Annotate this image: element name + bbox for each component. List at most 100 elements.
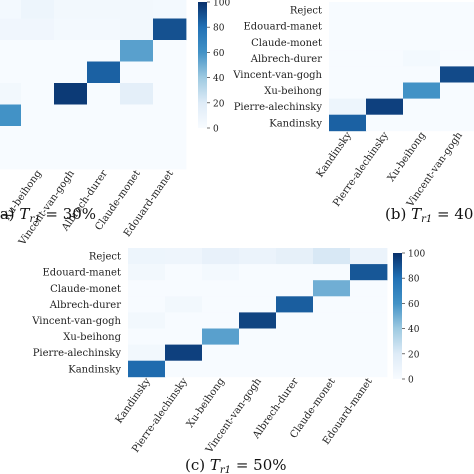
heatmap-cell-Vincent-van-gogh-Vincent-van-gogh bbox=[54, 61, 88, 84]
heatmap-cell-Edouard-manet-Kandinsky bbox=[128, 264, 166, 281]
heatmap-cell-Albrech-durer-Vincent-van-gogh bbox=[440, 50, 474, 67]
colorbar bbox=[393, 253, 402, 379]
heatmap-cell-Edouard-manet-Vincent-van-gogh bbox=[54, 0, 88, 19]
colorbar-tick-label: 20 bbox=[408, 350, 420, 360]
colorbar-tick-label: 100 bbox=[408, 250, 425, 260]
heatmap-cell-Pierre-alechinsky-Pierre-alechinsky bbox=[366, 98, 404, 116]
heatmap-cell-Reject-Albrech-durer bbox=[276, 248, 314, 265]
heatmap-cell-Pierre-alechinsky-Kandinsky bbox=[329, 98, 367, 116]
heatmap-cell-r5-Claude-monet bbox=[120, 104, 154, 127]
heatmap-cell-Pierre-alechinsky-Claude-monet bbox=[313, 344, 351, 362]
colorbar-tick-label: 100 bbox=[213, 0, 230, 9]
row-label: Reject bbox=[89, 252, 121, 263]
heatmap-cell-Albrech-durer-Edouard-manet bbox=[153, 40, 187, 62]
heatmap-cell-Albrech-durer-Vincent-van-gogh bbox=[54, 40, 88, 62]
heatmap-cell-Albrech-durer-Pierre-alechinsky bbox=[366, 50, 404, 67]
heatmap-cell-Albrech-durer-Albrech-durer bbox=[87, 40, 121, 62]
row-label: Vincent-van-gogh bbox=[31, 316, 121, 327]
heatmap-cell-Albrech-durer-Vincent-van-gogh bbox=[239, 296, 277, 313]
heatmap-cell-Kandinsky-Vincent-van-gogh bbox=[239, 360, 277, 378]
heatmap-cell-Vincent-van-gogh-Albrech-durer bbox=[87, 61, 121, 84]
heatmap-cell-Kandinsky-Pierre-alechinsky bbox=[366, 114, 404, 132]
colorbar-tick-label: 0 bbox=[213, 125, 219, 135]
heatmap-cell-Xu-beihong-Pierre-alechinsky bbox=[366, 82, 404, 99]
heatmap-cell-Claude-monet-Albrech-durer bbox=[276, 280, 314, 297]
heatmap-cell-Reject-Vincent-van-gogh bbox=[239, 248, 277, 265]
heatmap-cell-Edouard-manet-c0 bbox=[0, 0, 22, 19]
heatmap-cell-Reject-Xu-beihong bbox=[403, 2, 441, 19]
panel-caption: (b) Tr1 = 40 bbox=[385, 205, 473, 225]
heatmap-cell-Claude-monet-Edouard-manet bbox=[350, 280, 388, 297]
heatmap-cell-Xu-beihong-Edouard-manet bbox=[153, 83, 187, 105]
colorbar-tick-label: 80 bbox=[213, 24, 225, 34]
heatmap-cell-Edouard-manet-Albrech-durer bbox=[87, 0, 121, 19]
heatmap-cell-Albrech-durer-Claude-monet bbox=[313, 296, 351, 313]
heatmap-cell-Reject-Pierre-alechinsky bbox=[165, 248, 203, 265]
heatmap-cell-Reject-Xu-beihong bbox=[202, 248, 240, 265]
heatmap-cell-Claude-monet-Pierre-alechinsky bbox=[165, 280, 203, 297]
heatmap-cell-Reject-Pierre-alechinsky bbox=[366, 2, 404, 19]
heatmap-cell-Vincent-van-gogh-Claude-monet bbox=[313, 312, 351, 329]
heatmap-cell-Vincent-van-gogh-Edouard-manet bbox=[153, 61, 187, 84]
heatmap-cell-Pierre-alechinsky-Xu-beihong bbox=[403, 98, 441, 116]
heatmap-cell-Xu-beihong-Kandinsky bbox=[329, 82, 367, 99]
colorbar-tick-label: 40 bbox=[408, 325, 420, 335]
heatmap-cell-Xu-beihong-Edouard-manet bbox=[350, 328, 388, 345]
heatmap-cell-r6-Vincent-van-gogh bbox=[54, 126, 88, 148]
heatmap-cell-Claude-monet-Edouard-manet bbox=[153, 18, 187, 41]
heatmap-cell-Kandinsky-Pierre-alechinsky bbox=[165, 360, 203, 378]
heatmap-cell-Pierre-alechinsky-Vincent-van-gogh bbox=[440, 98, 474, 116]
heatmap-cell-r6-c0 bbox=[0, 126, 22, 148]
colorbar-tick-label: 40 bbox=[213, 74, 225, 84]
heatmap-cell-Xu-beihong-Vincent-van-gogh bbox=[54, 83, 88, 105]
heatmap-cell-Xu-beihong-Claude-monet bbox=[313, 328, 351, 345]
heatmap-cell-Edouard-manet-Vincent-van-gogh bbox=[239, 264, 277, 281]
row-label: Vincent-van-gogh bbox=[232, 70, 322, 81]
heatmap-cell-Edouard-manet-Xu-beihong bbox=[21, 0, 55, 19]
heatmap-cell-Vincent-van-gogh-Xu-beihong bbox=[21, 61, 55, 84]
row-label: Claude-monet bbox=[50, 284, 121, 295]
heatmap-cell-Kandinsky-Xu-beihong bbox=[403, 114, 441, 132]
colorbar bbox=[198, 2, 207, 128]
heatmap-cell-r5-Vincent-van-gogh bbox=[54, 104, 88, 127]
heatmap-cell-Vincent-van-gogh-Pierre-alechinsky bbox=[366, 66, 404, 83]
heatmap-cell-r6-Albrech-durer bbox=[87, 126, 121, 148]
heatmap-cell-r7-Albrech-durer bbox=[87, 147, 121, 170]
heatmap-cell-Kandinsky-Vincent-van-gogh bbox=[440, 114, 474, 132]
heatmap-cell-Albrech-durer-Xu-beihong bbox=[403, 50, 441, 67]
heatmap-cell-Pierre-alechinsky-Albrech-durer bbox=[276, 344, 314, 362]
heatmap-cell-Xu-beihong-Xu-beihong bbox=[21, 83, 55, 105]
panel-b-heatmap: Reject Edouard-manet Claude-monet Albrech-d… bbox=[232, 2, 474, 225]
heatmap-cell-Reject-Claude-monet bbox=[313, 248, 351, 265]
heatmap-cell-r7-Vincent-van-gogh bbox=[54, 147, 88, 170]
heatmap-cell-Claude-monet-Kandinsky bbox=[128, 280, 166, 297]
heatmap-cell-Edouard-manet-Edouard-manet bbox=[350, 264, 388, 281]
heatmap-cell-r6-Edouard-manet bbox=[153, 126, 187, 148]
heatmap-cell-Albrech-durer-Xu-beihong bbox=[202, 296, 240, 313]
colorbar-tick-label: 20 bbox=[213, 99, 225, 109]
heatmap-cell-Xu-beihong-Xu-beihong bbox=[202, 328, 240, 345]
heatmap-cell-Edouard-manet-Pierre-alechinsky bbox=[165, 264, 203, 281]
heatmap-cell-Albrech-durer-Edouard-manet bbox=[350, 296, 388, 313]
heatmap-cell-r6-Xu-beihong bbox=[21, 126, 55, 148]
heatmap-cell-r7-c0 bbox=[0, 147, 22, 170]
heatmap-cell-Claude-monet-Kandinsky bbox=[329, 34, 367, 51]
heatmap-cell-Kandinsky-Xu-beihong bbox=[202, 360, 240, 378]
heatmap-cell-Vincent-van-gogh-Kandinsky bbox=[128, 312, 166, 329]
heatmap-cell-Claude-monet-Albrech-durer bbox=[87, 18, 121, 41]
heatmap-cell-Claude-monet-c0 bbox=[0, 18, 22, 41]
heatmap-cell-Pierre-alechinsky-Vincent-van-gogh bbox=[239, 344, 277, 362]
heatmap-cell-Claude-monet-Xu-beihong bbox=[403, 34, 441, 51]
heatmap-cell-Vincent-van-gogh-Edouard-manet bbox=[350, 312, 388, 329]
heatmap-cell-Vincent-van-gogh-Vincent-van-gogh bbox=[239, 312, 277, 329]
heatmap-cell-Reject-Kandinsky bbox=[128, 248, 166, 265]
row-label: Xu-beihong bbox=[63, 332, 121, 343]
heatmap-cell-Albrech-durer-Xu-beihong bbox=[21, 40, 55, 62]
heatmap-cell-Kandinsky-Kandinsky bbox=[329, 114, 367, 132]
column-label: Xu-beihong bbox=[185, 376, 227, 430]
column-label: Kandinsky bbox=[114, 376, 153, 426]
heatmap-cell-Vincent-van-gogh-Xu-beihong bbox=[202, 312, 240, 329]
row-label: Albrech-durer bbox=[49, 300, 121, 311]
colorbar-tick-label: 60 bbox=[213, 49, 225, 59]
